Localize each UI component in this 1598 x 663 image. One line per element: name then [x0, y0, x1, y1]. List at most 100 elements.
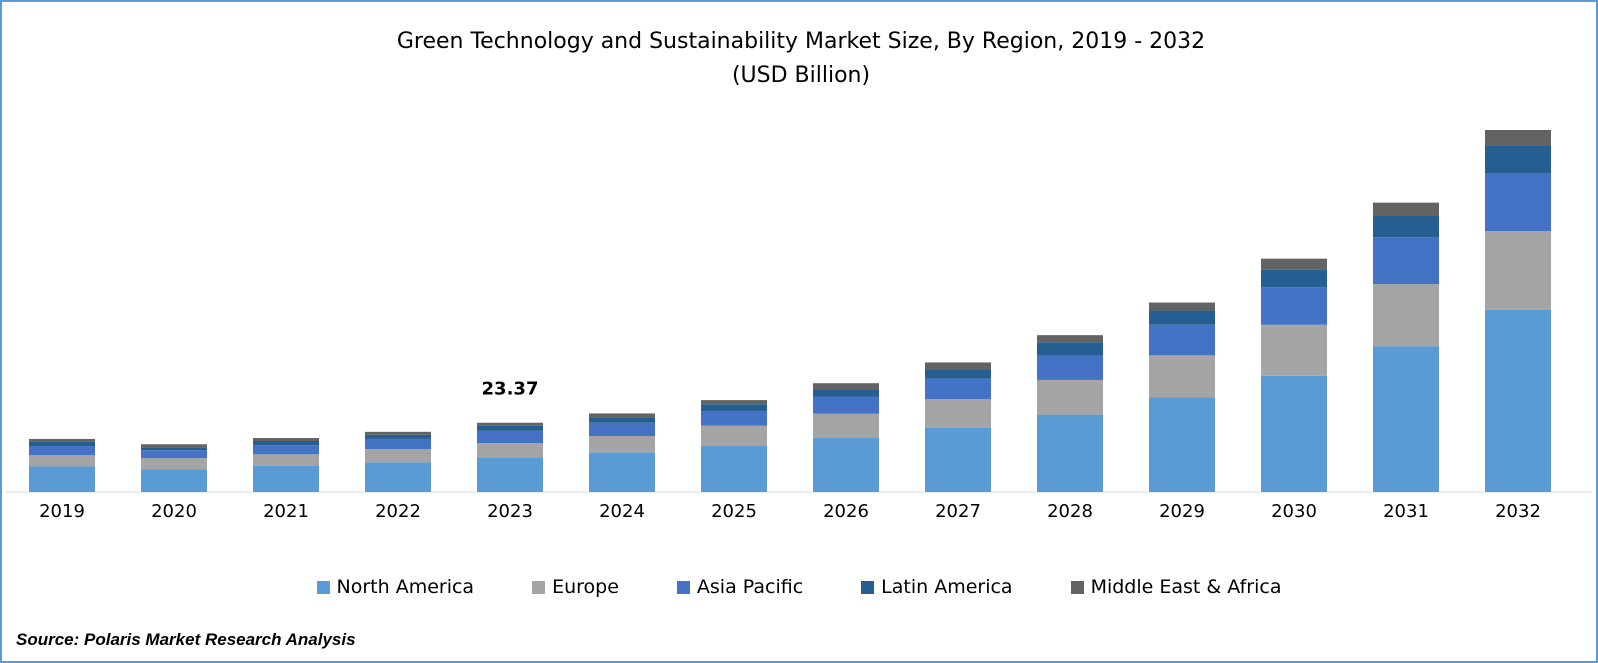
bar-segment [29, 438, 95, 442]
bar-segment [1037, 355, 1103, 380]
legend-label: Latin America [881, 576, 1013, 598]
bar-segment [1485, 309, 1551, 492]
bar-segment [925, 362, 991, 370]
bar-segment [589, 413, 655, 418]
bar-segment [1037, 342, 1103, 356]
bar-segment [701, 404, 767, 412]
legend-item: Europe [532, 576, 619, 598]
bar-segment [1485, 172, 1551, 232]
legend-item: Asia Pacific [676, 576, 804, 598]
bar-segment [477, 430, 543, 444]
bar-segment [701, 425, 767, 447]
bar-segment [477, 443, 543, 458]
bar-segment [589, 422, 655, 436]
bar-segment [141, 450, 207, 459]
bar-segment [813, 413, 879, 439]
bar-segment [477, 457, 543, 492]
x-tick-label: 2024 [599, 501, 645, 522]
bar-segment [29, 455, 95, 467]
bar-segment [141, 458, 207, 470]
legend-item: Latin America [861, 576, 1013, 598]
bar-segment [1261, 375, 1327, 492]
bar-segment [365, 462, 431, 492]
legend-swatch [532, 580, 546, 594]
bar-segment [1373, 346, 1439, 492]
bar-segment [1373, 284, 1439, 347]
bar-segment [1037, 335, 1103, 343]
bar-segment [1149, 310, 1215, 325]
bar-segment [589, 417, 655, 423]
legend-label: Middle East & Africa [1090, 576, 1282, 598]
bar-segment [253, 465, 319, 492]
bar-segment [141, 447, 207, 451]
bar-segment [477, 422, 543, 426]
data-label: 23.37 [482, 379, 539, 400]
bar-segment [589, 452, 655, 492]
bar-segment [477, 425, 543, 431]
bar-segment [1261, 287, 1327, 325]
x-tick-label: 2030 [1271, 501, 1317, 522]
legend-swatch [861, 580, 875, 594]
x-tick-label: 2029 [1159, 501, 1205, 522]
bar-segment [365, 431, 431, 435]
bar-segment [1373, 237, 1439, 285]
x-tick-label: 2019 [39, 501, 85, 522]
bar-segment [1485, 130, 1551, 146]
bar-segment [1037, 379, 1103, 415]
bar-segment [253, 454, 319, 466]
x-tick-label: 2032 [1495, 501, 1541, 522]
x-tick-label: 2022 [375, 501, 421, 522]
bar-segment [1373, 215, 1439, 238]
bar-segment [1037, 414, 1103, 492]
bar-segment [813, 383, 879, 390]
legend-item: Middle East & Africa [1070, 576, 1282, 598]
x-tick-label: 2021 [263, 501, 309, 522]
legend: North America Europe Asia Pacific Latin Ame… [2, 576, 1596, 598]
chart-subtitle: (USD Billion) [732, 63, 870, 88]
legend-swatch [1070, 580, 1084, 594]
bar-segment [925, 427, 991, 492]
bar-segment [813, 389, 879, 397]
bar-segment [1149, 324, 1215, 356]
bar-segment [1261, 258, 1327, 270]
bar-segment [1485, 231, 1551, 310]
bar-segment [365, 434, 431, 439]
bar-segment [1149, 355, 1215, 398]
bar-segment [253, 441, 319, 446]
legend-swatch [316, 580, 330, 594]
bar-segment [141, 469, 207, 492]
bar-segment [1261, 324, 1327, 376]
bar-segment [141, 444, 207, 448]
x-tick-label: 2025 [711, 501, 757, 522]
x-tick-label: 2023 [487, 501, 533, 522]
x-tick-label: 2020 [151, 501, 197, 522]
source: Source: Polaris Market Research Analysis [16, 630, 356, 649]
bar-segment [365, 449, 431, 463]
x-tick-label: 2031 [1383, 501, 1429, 522]
legend-label: Europe [552, 576, 619, 598]
bar-segment [1261, 269, 1327, 288]
bar-segment [925, 369, 991, 379]
bar-segment [813, 438, 879, 492]
bar-segment [253, 445, 319, 455]
chart-title: Green Technology and Sustainability Mark… [397, 29, 1205, 54]
bar-segment [813, 396, 879, 414]
bar-segment [253, 438, 319, 442]
bar-segment [29, 446, 95, 456]
x-tick-label: 2028 [1047, 501, 1093, 522]
bar-segment [589, 435, 655, 453]
bar-segment [701, 446, 767, 492]
bar-segment [29, 441, 95, 447]
bar-segment [925, 378, 991, 400]
bar-segment [701, 411, 767, 426]
legend-item: North America [316, 576, 474, 598]
bar-segment [365, 438, 431, 450]
bar-segment [29, 466, 95, 492]
bar-segment [1373, 202, 1439, 216]
bar-segment [1485, 145, 1551, 173]
legend-label: Asia Pacific [696, 576, 804, 598]
bar-segment [1149, 397, 1215, 492]
bar-segment [925, 399, 991, 428]
